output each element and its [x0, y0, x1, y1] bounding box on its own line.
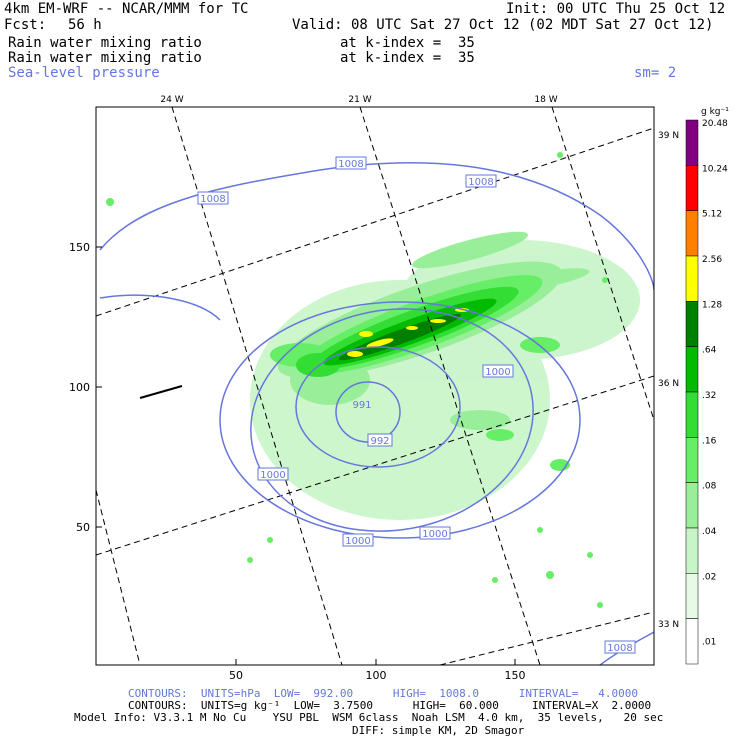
- field-3-name: Sea-level pressure: [8, 65, 160, 81]
- svg-text:1008: 1008: [338, 159, 363, 170]
- colorbar-swatch: [685, 391, 699, 438]
- colorbar-swatch: [685, 527, 699, 574]
- colorbar-swatch: [685, 301, 699, 347]
- x-tick-label: 150: [505, 669, 526, 682]
- x-tick-label: 100: [366, 669, 387, 682]
- colorbar-label: .64: [702, 346, 717, 356]
- colorbar-label: .16: [702, 436, 717, 446]
- colorbar-label: 10.24: [702, 164, 728, 174]
- lon-label: 24 W: [160, 95, 183, 105]
- map-frame: [95, 106, 655, 666]
- svg-text:1000: 1000: [345, 536, 370, 547]
- rain-shading: [106, 152, 640, 608]
- colorbar-label: 20.48: [702, 119, 728, 129]
- colorbar-swatch: [685, 210, 699, 257]
- y-tick-label: 150: [69, 241, 90, 254]
- colorbar-units: g kg⁻¹: [701, 107, 729, 117]
- contour-label: 1000: [257, 467, 289, 481]
- slp-contours: [99, 162, 654, 665]
- valid-time: Valid: 08 UTC Sat 27 Oct 12 (02 MDT Sat …: [292, 17, 714, 33]
- svg-text:1000: 1000: [260, 470, 285, 481]
- contour-labels: 1008 1008 1008 1008 1000 1000 1000 1000 …: [197, 156, 636, 654]
- track-segment: [139, 385, 183, 399]
- colorbar-swatch: [685, 165, 699, 211]
- field-3-smoothing: sm= 2: [634, 65, 677, 81]
- contour-label: 1000: [482, 364, 514, 378]
- slp-contour-info: CONTOURS: UNITS=hPa LOW= 992.00 HIGH= 10…: [128, 687, 638, 700]
- colorbar-label: .01: [702, 637, 716, 647]
- y-tick-label: 100: [69, 381, 90, 394]
- rain-contour-info: CONTOURS: UNITS=g kg⁻¹ LOW= 3.7500 HIGH=…: [128, 699, 652, 712]
- lat-label: 33 N: [658, 620, 679, 630]
- axis-ticks: [96, 246, 516, 665]
- field-1-name: Rain water mixing ratio: [8, 35, 202, 51]
- colorbar-label: 1.28: [702, 300, 722, 310]
- colorbar-swatch: [685, 255, 699, 302]
- field-2-level: at k-index = 35: [340, 50, 475, 66]
- forecast-label: Fcst:: [4, 17, 47, 33]
- svg-text:1000: 1000: [485, 367, 510, 378]
- svg-text:991: 991: [352, 400, 371, 411]
- colorbar-swatch: [685, 119, 699, 166]
- init-time: Init: 00 UTC Thu 25 Oct 12: [506, 1, 726, 17]
- colorbar-label: .32: [702, 391, 716, 401]
- colorbar: g kg⁻¹ 20.48 10.24 5.12 2.56 1.28 .64 .32 .16 .0…: [685, 107, 729, 665]
- axis-tick-labels: 50 100 150 50 100 150 24 W 21 W 18 W 39 …: [69, 95, 679, 682]
- lon-label: 21 W: [348, 95, 371, 105]
- model-title: 4km EM-WRF -- NCAR/MMM for TC: [4, 1, 249, 17]
- diffusion-info: DIFF: simple KM, 2D Smagor: [352, 724, 525, 737]
- colorbar-swatch: [685, 482, 699, 529]
- contour-label: 1008: [604, 640, 636, 654]
- colorbar-swatch: [685, 346, 699, 393]
- contour-label: 1008: [197, 191, 229, 205]
- svg-text:1008: 1008: [607, 643, 632, 654]
- contour-label: 992: [367, 433, 393, 447]
- forecast-hour: 56 h: [68, 17, 102, 33]
- contour-label: 1000: [419, 526, 451, 540]
- lat-lon-grid: [96, 107, 654, 665]
- contour-label: 1008: [335, 156, 367, 170]
- y-tick-label: 50: [76, 521, 90, 534]
- lon-label: 18 W: [534, 95, 557, 105]
- colorbar-label: .04: [702, 527, 717, 537]
- model-info: Model Info: V3.3.1 M No Cu YSU PBL WSM 6…: [74, 711, 664, 724]
- colorbar-swatch: [685, 437, 699, 483]
- colorbar-label: 5.12: [702, 210, 722, 220]
- contour-label: 991: [352, 400, 371, 411]
- contour-label: 1008: [465, 174, 497, 188]
- x-tick-label: 50: [229, 669, 243, 682]
- colorbar-label: .08: [702, 482, 717, 492]
- colorbar-swatch: [685, 573, 699, 619]
- colorbar-swatch: [685, 618, 699, 665]
- colorbar-label: .02: [702, 572, 716, 582]
- svg-text:1000: 1000: [422, 529, 447, 540]
- svg-text:992: 992: [370, 436, 389, 447]
- svg-text:1008: 1008: [468, 177, 493, 188]
- contour-label: 1000: [342, 533, 374, 547]
- svg-text:1008: 1008: [200, 194, 225, 205]
- lat-label: 39 N: [658, 131, 679, 141]
- lat-label: 36 N: [658, 379, 679, 389]
- field-1-level: at k-index = 35: [340, 35, 475, 51]
- colorbar-label: 2.56: [702, 255, 722, 265]
- field-2-name: Rain water mixing ratio: [8, 50, 202, 66]
